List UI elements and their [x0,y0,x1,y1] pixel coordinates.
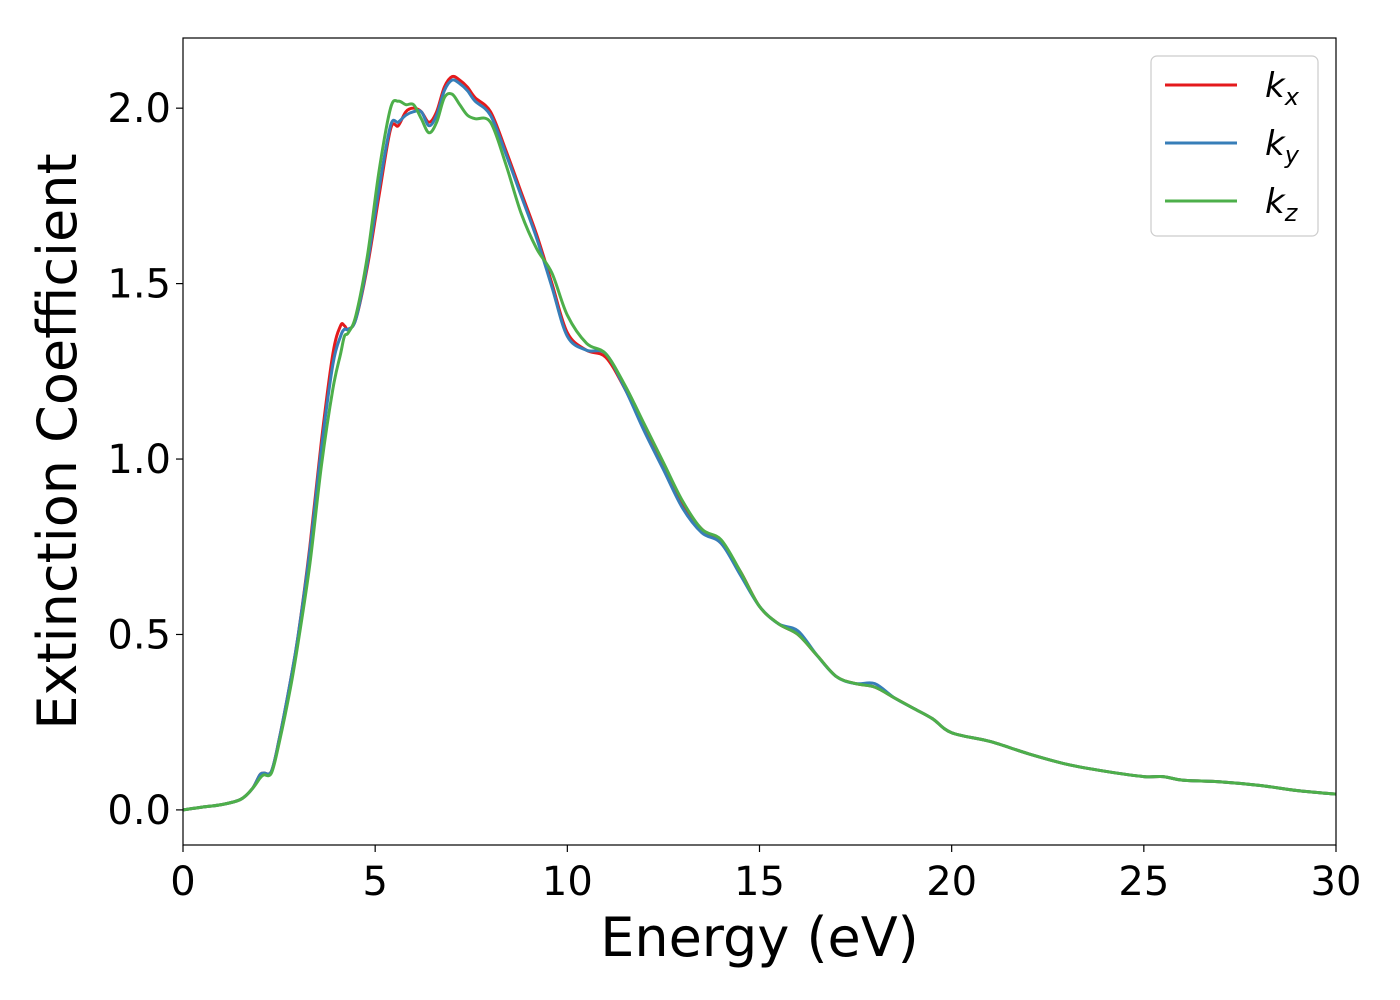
y-axis: 0.0 0.5 1.0 1.5 2.0 [107,86,183,834]
x-axis: 0 5 10 15 20 25 30 [170,845,1361,905]
x-tick-label: 30 [1311,859,1362,905]
legend-label-kx: kx [1265,66,1300,111]
legend-box [1150,55,1319,237]
x-tick-label: 15 [734,859,785,905]
legend-label-kz: kz [1265,182,1299,227]
y-tick-label: 0.5 [107,612,171,658]
y-axis-label: Extinction Coefficient [26,153,89,729]
x-tick-label: 5 [362,859,387,905]
x-tick-label: 10 [542,859,593,905]
x-tick-label: 0 [170,859,195,905]
legend: kx ky kz [1150,55,1319,237]
y-tick-label: 1.5 [107,262,171,308]
series-line-kz [183,92,1336,812]
x-tick-label: 20 [926,859,977,905]
y-tick-label: 2.0 [107,86,171,132]
y-tick-label: 0.0 [107,788,171,834]
legend-label-ky: ky [1265,124,1300,169]
x-tick-label: 25 [1118,859,1169,905]
x-axis-label: Energy (eV) [600,906,919,969]
series-lines [183,74,1336,812]
y-tick-label: 1.0 [107,437,171,483]
